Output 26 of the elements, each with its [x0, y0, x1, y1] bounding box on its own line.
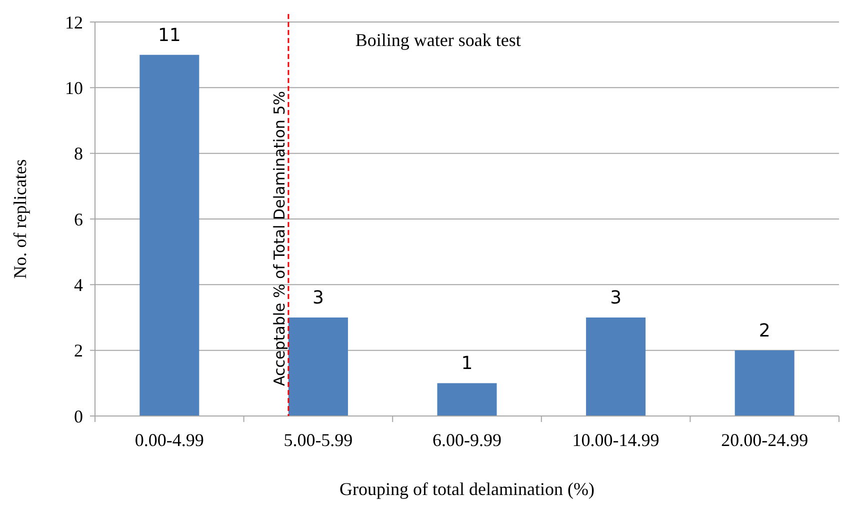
x-tick-label: 0.00-4.99	[134, 430, 204, 450]
data-label: 2	[758, 320, 770, 342]
bar	[437, 383, 497, 416]
data-label: 3	[312, 288, 324, 308]
bar	[140, 54, 200, 416]
y-axis-title: No. of replicates	[10, 159, 30, 279]
y-tick-label: 2	[74, 340, 83, 361]
y-tick-label: 0	[74, 406, 83, 426]
text: Boiling water soak test	[355, 30, 521, 50]
bar	[734, 350, 794, 416]
y-tick-label: 8	[74, 144, 83, 164]
bar	[288, 318, 348, 416]
ref-line-label: Acceptable % of Total Delamination 5%	[270, 91, 288, 386]
y-tick-label: 12	[65, 12, 83, 32]
x-tick-label: 20.00-24.99	[721, 430, 808, 450]
y-tick-label: 4	[74, 274, 83, 295]
bar	[586, 318, 646, 416]
data-label: 1	[461, 353, 473, 374]
x-tick-label: 5.00-5.99	[284, 430, 353, 450]
x-axis-title: Grouping of total delamination (%)	[340, 479, 594, 499]
y-tick-label: 6	[74, 209, 83, 230]
x-tick-label: 6.00-9.99	[432, 430, 502, 450]
y-tick-label: 10	[65, 78, 83, 98]
data-label: 11	[158, 24, 181, 46]
x-tick-label: 10.00-14.99	[572, 430, 660, 450]
data-label: 3	[610, 288, 622, 308]
